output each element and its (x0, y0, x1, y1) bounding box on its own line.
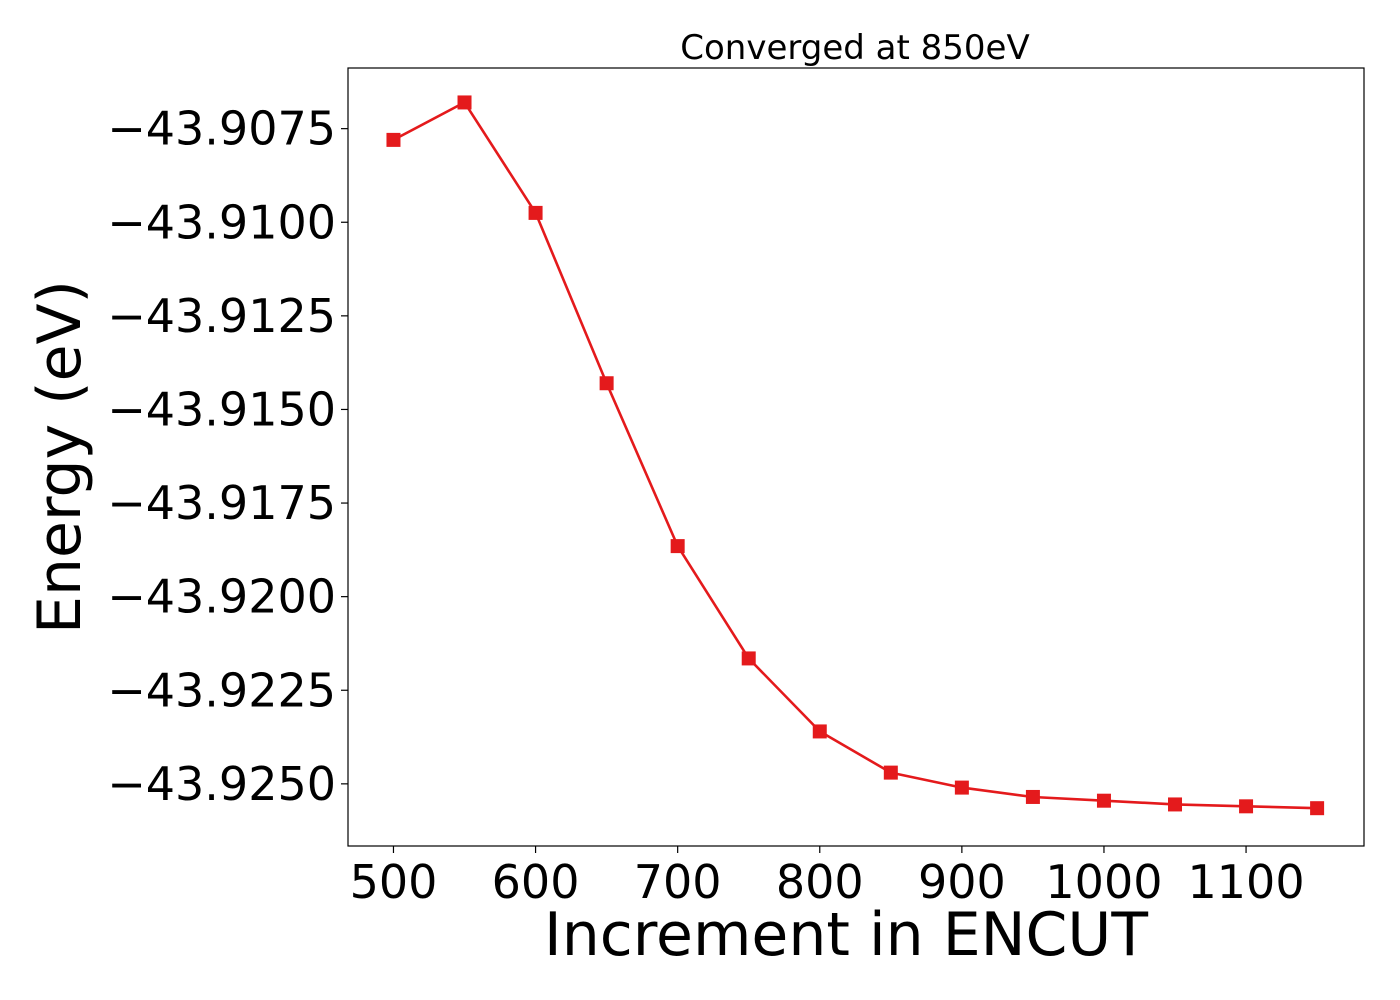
y-axis-label: Energy (eV) (25, 280, 95, 634)
y-tick-label: −43.9150 (107, 382, 336, 436)
data-point-marker (1096, 793, 1111, 808)
x-axis-ticks: 500 600 700 800 900 1000 1100 (350, 846, 1305, 909)
y-tick-label: −43.9200 (107, 570, 336, 624)
y-tick-label: −43.9100 (107, 195, 336, 249)
y-tick-label: −43.9250 (107, 757, 336, 811)
data-point-marker (1310, 801, 1325, 816)
data-point-marker (528, 205, 543, 220)
x-tick-label: 800 (776, 855, 864, 909)
chart-title: Converged at 850eV (680, 28, 1029, 68)
x-tick-label: 500 (350, 855, 438, 909)
data-point-marker (1239, 799, 1254, 814)
series-layer (386, 95, 1325, 816)
y-tick-label: −43.9225 (107, 663, 336, 717)
x-tick-label: 600 (492, 855, 580, 909)
x-tick-label: 1000 (1045, 855, 1162, 909)
data-point-marker (954, 780, 969, 795)
data-point-marker (741, 651, 756, 666)
data-point-marker (1168, 797, 1183, 812)
data-point-marker (883, 765, 898, 780)
plot-frame (347, 67, 1365, 847)
x-tick-label: 900 (918, 855, 1006, 909)
y-tick-label: −43.9125 (107, 289, 336, 343)
y-tick-label: −43.9075 (107, 102, 336, 156)
data-point-marker (1025, 789, 1040, 804)
y-axis-ticks: −43.9075 −43.9100 −43.9125 −43.9150 −43.9175… (107, 102, 348, 811)
data-point-marker (457, 95, 472, 110)
data-point-marker (386, 132, 401, 147)
x-axis-label: Increment in ENCUT (544, 900, 1148, 970)
y-tick-label: −43.9175 (107, 476, 336, 530)
x-tick-label: 700 (634, 855, 722, 909)
data-point-marker (599, 376, 614, 391)
data-point-marker (670, 539, 685, 554)
x-tick-label: 1100 (1188, 855, 1305, 909)
series-line (392, 101, 1318, 810)
data-point-marker (812, 724, 827, 739)
